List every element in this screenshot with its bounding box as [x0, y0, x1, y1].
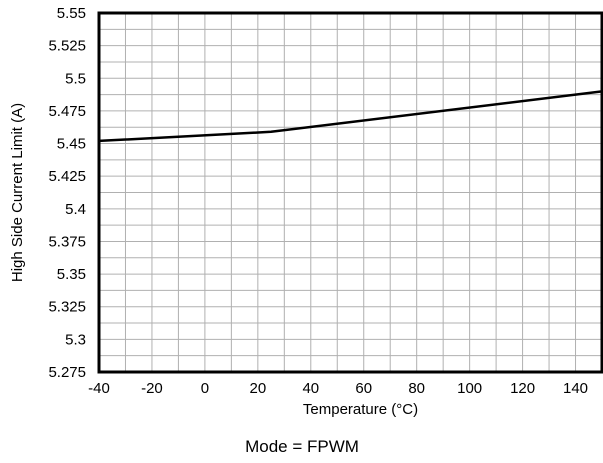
y-tick-label: 5.375 — [48, 233, 86, 250]
x-tick-label: 120 — [510, 380, 535, 397]
x-tick-label: -20 — [141, 380, 163, 397]
y-tick-label: 5.45 — [57, 136, 86, 153]
x-tick-label: 20 — [249, 380, 266, 397]
plot-frame — [97, 11, 603, 374]
mode-caption: Mode = FPWM — [245, 437, 359, 456]
y-tick-labels: 5.275 5.3 5.325 5.35 5.375 5.4 5.425 5.45 5.475 5… — [48, 5, 86, 381]
x-tick-label: -40 — [88, 380, 110, 397]
y-tick-label: 5.325 — [48, 299, 86, 316]
y-tick-label: 5.3 — [65, 331, 86, 348]
x-axis-label: Temperature (°C) — [303, 401, 418, 418]
x-tick-label: 80 — [408, 380, 425, 397]
x-tick-labels: -40 -20 0 20 40 60 80 100 120 140 — [88, 380, 588, 397]
x-tick-label: 40 — [302, 380, 319, 397]
y-axis-label: High Side Current Limit (A) — [9, 103, 26, 282]
x-tick-label: 60 — [355, 380, 372, 397]
y-tick-label: 5.5 — [65, 70, 86, 87]
x-tick-label: 100 — [457, 380, 482, 397]
y-tick-label: 5.55 — [57, 5, 86, 22]
y-tick-label: 5.275 — [48, 364, 86, 381]
y-tick-label: 5.525 — [48, 38, 86, 55]
y-tick-label: 5.4 — [65, 201, 86, 218]
x-tick-label: 0 — [201, 380, 209, 397]
y-tick-label: 5.35 — [57, 266, 86, 283]
y-tick-label: 5.425 — [48, 168, 86, 185]
series-line — [98, 90, 603, 143]
x-tick-label: 140 — [563, 380, 588, 397]
series-group — [98, 90, 603, 143]
grid — [99, 13, 602, 372]
y-tick-label: 5.475 — [48, 103, 86, 120]
